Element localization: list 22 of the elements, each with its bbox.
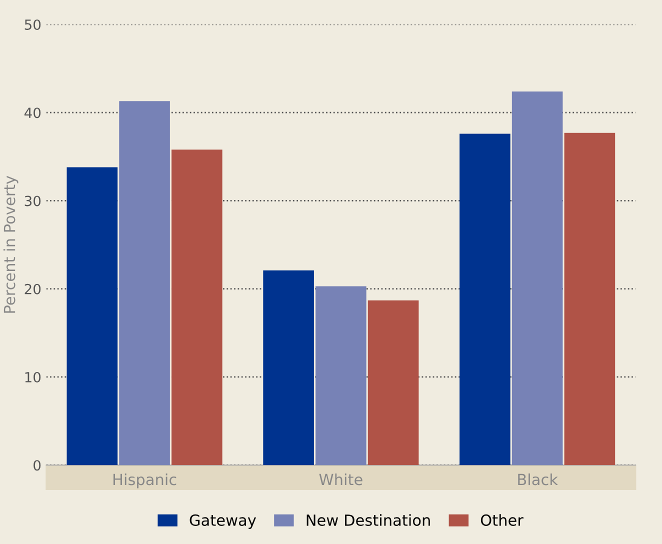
bar	[460, 134, 510, 466]
bar	[512, 91, 563, 466]
y-tick-label: 40	[24, 108, 41, 118]
y-tick-label: 20	[24, 284, 41, 294]
legend-label: Gateway	[190, 514, 256, 529]
bar	[66, 167, 118, 466]
x-tick-label: Hispanic	[113, 473, 176, 488]
y-tick-label: 50	[24, 19, 41, 30]
y-tick-label: 10	[25, 372, 41, 382]
x-tick-label: Black	[518, 473, 558, 486]
x-tick-label: White	[319, 473, 362, 486]
legend-label: New Destination	[306, 514, 430, 526]
bar	[316, 286, 366, 466]
y-tick-label: 30	[24, 196, 41, 206]
bar	[368, 300, 419, 466]
bar	[564, 132, 616, 466]
bar	[263, 270, 314, 466]
legend-label: Other	[480, 514, 524, 526]
y-axis-title: Percent in Poverty	[3, 176, 18, 313]
bar	[119, 101, 170, 466]
y-tick-label: 0	[34, 460, 41, 471]
bar	[172, 150, 222, 466]
